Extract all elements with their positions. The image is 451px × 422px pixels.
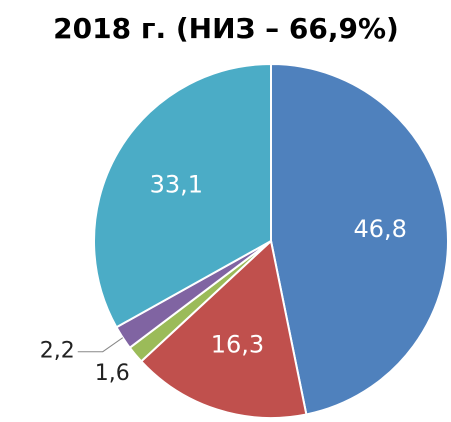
- data-label: 16,3: [211, 330, 264, 358]
- leader-line: [77, 337, 124, 353]
- pie-slice: [93, 62, 272, 329]
- data-label: 33,1: [150, 170, 203, 198]
- data-label: 1,6: [95, 361, 130, 386]
- data-label: 46,8: [353, 215, 406, 243]
- pie-slice: [270, 62, 449, 416]
- pie-slice: [139, 239, 308, 419]
- chart-title: 2018 г. (НИЗ – 66,9%): [53, 12, 399, 45]
- data-label: 2,2: [40, 339, 75, 364]
